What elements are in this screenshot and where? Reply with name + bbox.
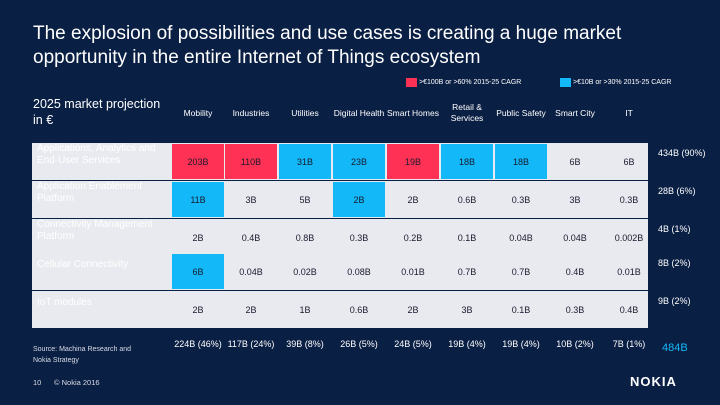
table-cell: 0.04B	[509, 232, 533, 243]
table-cell: 0.7B	[511, 266, 531, 277]
table-cell: 0.04B	[563, 232, 587, 243]
source-note: Source: Machina Research and Nokia Strat…	[33, 346, 132, 364]
table-cell: 0.3B	[511, 194, 531, 205]
column-header: Utilities	[291, 107, 319, 118]
legend-red-label: >€100B or >60% 2015-25 CAGR	[419, 79, 522, 86]
row-label: IoT modules	[37, 297, 92, 308]
table-cell: 6B	[172, 254, 224, 289]
table-cell: 0.2B	[403, 232, 423, 243]
table-cell: 0.02B	[293, 266, 317, 277]
row-label: Application Enablement Platform	[37, 181, 143, 204]
table-cell: 19B	[387, 144, 439, 179]
column-header: Digital Health	[333, 107, 385, 118]
table-cell: 31B	[279, 144, 331, 179]
column-header: Mobility	[183, 107, 213, 118]
nokia-logo: NOKIA	[630, 374, 677, 389]
column-total: 19B (4%)	[448, 339, 486, 349]
row-label: Cellular Connectivity	[37, 259, 129, 270]
column-header: Smart Homes	[387, 107, 439, 118]
table-cell: 0.1B	[457, 232, 477, 243]
column-total: 7B (1%)	[612, 339, 646, 349]
table-cell: 0.4B	[619, 304, 639, 315]
table-cell: 11B	[172, 182, 224, 217]
row-total: 9B (2%)	[658, 296, 691, 306]
table-cell: 23B	[333, 144, 385, 179]
row-total: 8B (2%)	[658, 258, 691, 268]
column-total: 10B (2%)	[556, 339, 594, 349]
column-total: 24B (5%)	[394, 339, 432, 349]
table-cell: 2B	[407, 304, 419, 315]
table-cell: 0.6B	[457, 194, 477, 205]
table-cell: 0.08B	[347, 266, 371, 277]
row-background	[32, 253, 648, 290]
table-cell: 0.7B	[457, 266, 477, 277]
legend-red: >€100B or >60% 2015-25 CAGR	[406, 77, 521, 89]
grand-total: 484B	[662, 342, 688, 354]
slide-title: The explosion of possibilities and use c…	[33, 23, 622, 68]
row-label: Connectivity Management Platform	[37, 219, 153, 242]
column-header: Industries	[232, 107, 270, 118]
table-cell: 5B	[299, 194, 311, 205]
table-cell: 0.01B	[401, 266, 425, 277]
table-cell: 0.6B	[349, 304, 369, 315]
row-label: Applications, Analytics and End-User Ser…	[37, 143, 156, 166]
legend-blue-label: >€10B or >30% 2015-25 CAGR	[573, 79, 672, 86]
table-cell: 203B	[172, 144, 224, 179]
column-header: IT	[625, 107, 633, 118]
table-cell: 1B	[299, 304, 311, 315]
table-cell: 0.3B	[349, 232, 369, 243]
table-cell: 2B	[245, 304, 257, 315]
table-cell: 3B	[461, 304, 473, 315]
column-total: 19B (4%)	[502, 339, 540, 349]
copyright: © Nokia 2016	[54, 378, 100, 387]
row-background	[32, 219, 648, 256]
table-cell: 18B	[441, 144, 493, 179]
table-cell: 0.1B	[511, 304, 531, 315]
table-cell: 6B	[569, 156, 581, 167]
table-cell: 0.8B	[295, 232, 315, 243]
projection-label: 2025 market projection in €	[33, 97, 161, 127]
table-cell: 0.01B	[617, 266, 641, 277]
legend-blue: >€10B or >30% 2015-25 CAGR	[560, 77, 671, 89]
table-cell: 0.002B	[614, 232, 644, 243]
legend-red-swatch	[406, 77, 417, 87]
table-cell: 3B	[245, 194, 257, 205]
column-header: Public Safety	[496, 107, 546, 118]
page-number: 10	[33, 378, 42, 387]
row-total: 434B (90%)	[658, 148, 706, 158]
table-cell: 110B	[225, 144, 277, 179]
table-cell: 0.04B	[239, 266, 263, 277]
table-cell: 0.4B	[241, 232, 261, 243]
row-background	[32, 291, 648, 328]
column-total: 224B (46%)	[174, 339, 222, 349]
table-cell: 6B	[623, 156, 635, 167]
legend-blue-swatch	[560, 77, 571, 87]
column-total: 26B (5%)	[340, 339, 378, 349]
table-cell: 2B	[407, 194, 419, 205]
column-total: 39B (8%)	[286, 339, 324, 349]
table-cell: 2B	[192, 304, 204, 315]
row-total: 4B (1%)	[658, 224, 691, 234]
table-cell: 0.3B	[565, 304, 585, 315]
column-header: Retail & Services	[450, 102, 484, 123]
table-cell: 0.4B	[565, 266, 585, 277]
table-cell: 3B	[569, 194, 581, 205]
table-cell: 2B	[192, 232, 204, 243]
row-total: 28B (6%)	[658, 186, 696, 196]
column-header: Smart City	[555, 107, 595, 118]
column-total: 117B (24%)	[227, 339, 275, 349]
table-cell: 2B	[333, 182, 385, 217]
table-cell: 0.3B	[619, 194, 639, 205]
table-cell: 18B	[495, 144, 547, 179]
